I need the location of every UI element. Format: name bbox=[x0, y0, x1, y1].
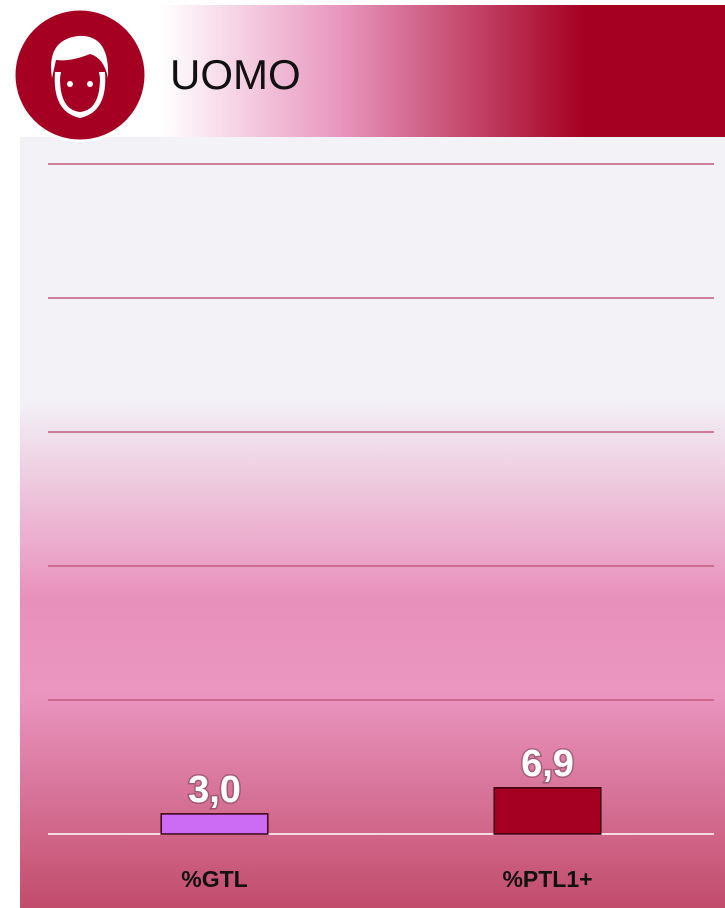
chart-title: UOMO bbox=[170, 51, 301, 98]
bar bbox=[160, 813, 269, 835]
bar bbox=[493, 787, 602, 835]
plot-background bbox=[20, 137, 725, 908]
value-label: 6,9 bbox=[521, 743, 574, 785]
man-icon bbox=[12, 7, 148, 143]
value-label: 3,0 bbox=[188, 769, 241, 811]
x-tick-label: %GTL bbox=[181, 866, 247, 892]
x-tick-label: %PTL1+ bbox=[502, 866, 592, 892]
